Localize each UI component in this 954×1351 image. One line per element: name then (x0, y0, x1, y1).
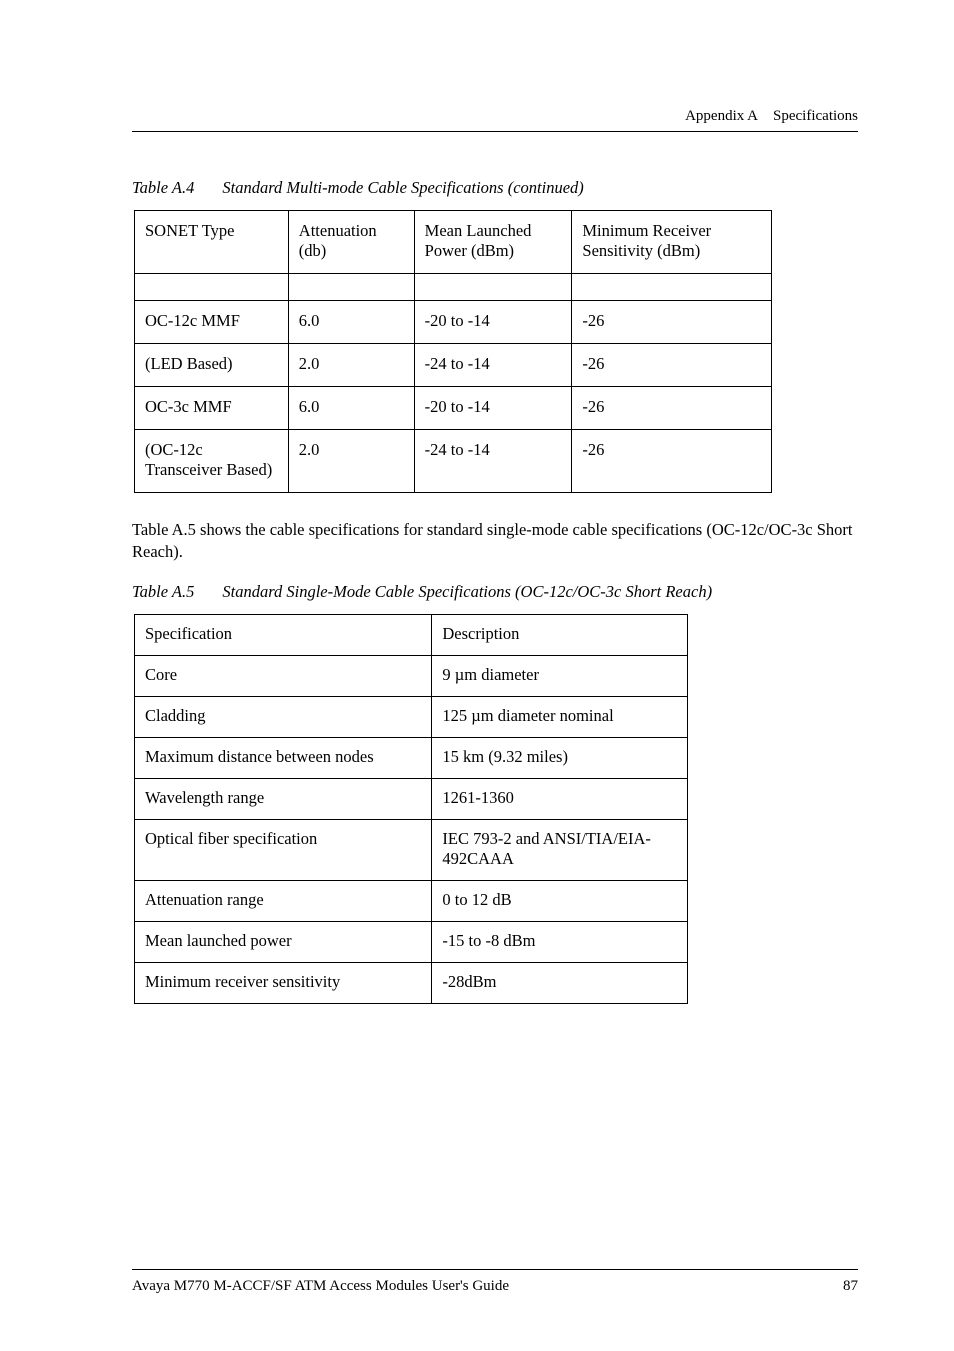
cell: -24 to -14 (414, 344, 572, 387)
intro-paragraph: Table A.5 shows the cable specifications… (132, 519, 858, 564)
table-row: OC-12c MMF 6.0 -20 to -14 -26 (135, 301, 772, 344)
header-rule (132, 131, 858, 132)
table-a4-col-3: Minimum Receiver Sensitivity (dBm) (572, 211, 772, 274)
cell: Maximum distance between nodes (135, 737, 432, 778)
table-row (135, 274, 772, 301)
table-row: Wavelength range 1261-1360 (135, 778, 688, 819)
table-row: Optical fiber specification IEC 793-2 an… (135, 819, 688, 880)
cell: 125 µm diameter nominal (432, 696, 688, 737)
cell: 1261-1360 (432, 778, 688, 819)
table-a4: SONET Type Attenuation (db) Mean Launche… (134, 210, 772, 493)
cell: (LED Based) (135, 344, 289, 387)
cell: -26 (572, 344, 772, 387)
cell: -24 to -14 (414, 430, 572, 493)
footer-doc-title: Avaya M770 M-ACCF/SF ATM Access Modules … (132, 1278, 509, 1295)
cell: -20 to -14 (414, 387, 572, 430)
table-row: Maximum distance between nodes 15 km (9.… (135, 737, 688, 778)
table-row: (LED Based) 2.0 -24 to -14 -26 (135, 344, 772, 387)
cell: OC-3c MMF (135, 387, 289, 430)
table-a4-caption-label: Table A.4 (132, 178, 194, 197)
table-row: (OC-12c Transceiver Based) 2.0 -24 to -1… (135, 430, 772, 493)
table-row: Core 9 µm diameter (135, 655, 688, 696)
table-a4-caption-text: Standard Multi-mode Cable Specifications… (222, 178, 583, 197)
cell: Wavelength range (135, 778, 432, 819)
cell: OC-12c MMF (135, 301, 289, 344)
table-a5-col-1: Description (432, 614, 688, 655)
cell: Mean launched power (135, 921, 432, 962)
table-row: Mean launched power -15 to -8 dBm (135, 921, 688, 962)
table-a5-caption-text: Standard Single-Mode Cable Specification… (222, 582, 712, 601)
table-row: Cladding 125 µm diameter nominal (135, 696, 688, 737)
cell: Attenuation range (135, 880, 432, 921)
appendix-label: Appendix A (685, 108, 758, 124)
table-row: Attenuation range 0 to 12 dB (135, 880, 688, 921)
table-row: Minimum receiver sensitivity -28dBm (135, 962, 688, 1003)
cell: (OC-12c Transceiver Based) (135, 430, 289, 493)
cell: Minimum receiver sensitivity (135, 962, 432, 1003)
cell: -26 (572, 387, 772, 430)
page-footer: Avaya M770 M-ACCF/SF ATM Access Modules … (132, 1269, 858, 1295)
table-a5-caption-label: Table A.5 (132, 582, 194, 601)
cell: 6.0 (288, 301, 414, 344)
cell: 2.0 (288, 430, 414, 493)
table-row: SONET Type Attenuation (db) Mean Launche… (135, 211, 772, 274)
page: Appendix A Specifications Table A.4 Stand… (0, 0, 954, 1351)
cell: -15 to -8 dBm (432, 921, 688, 962)
cell: -28dBm (432, 962, 688, 1003)
cell: 15 km (9.32 miles) (432, 737, 688, 778)
table-a4-col-0: SONET Type (135, 211, 289, 274)
cell: -26 (572, 430, 772, 493)
section-title: Specifications (773, 108, 858, 124)
footer-page-number: 87 (843, 1278, 858, 1295)
cell: 0 to 12 dB (432, 880, 688, 921)
cell: 9 µm diameter (432, 655, 688, 696)
table-a4-caption: Table A.4 Standard Multi-mode Cable Speci… (132, 178, 858, 198)
cell: 6.0 (288, 387, 414, 430)
cell: 2.0 (288, 344, 414, 387)
footer-rule (132, 1269, 858, 1270)
cell: -26 (572, 301, 772, 344)
table-row: Specification Description (135, 614, 688, 655)
cell: -20 to -14 (414, 301, 572, 344)
table-a5: Specification Description Core 9 µm diam… (134, 614, 688, 1004)
table-a4-col-2: Mean Launched Power (dBm) (414, 211, 572, 274)
cell: IEC 793-2 and ANSI/TIA/EIA-492CAAA (432, 819, 688, 880)
cell: Optical fiber specification (135, 819, 432, 880)
table-row: OC-3c MMF 6.0 -20 to -14 -26 (135, 387, 772, 430)
running-header: Appendix A Specifications (132, 108, 858, 125)
table-a5-caption: Table A.5 Standard Single-Mode Cable Spec… (132, 582, 858, 602)
cell: Cladding (135, 696, 432, 737)
cell: Core (135, 655, 432, 696)
table-a5-col-0: Specification (135, 614, 432, 655)
table-a4-col-1: Attenuation (db) (288, 211, 414, 274)
